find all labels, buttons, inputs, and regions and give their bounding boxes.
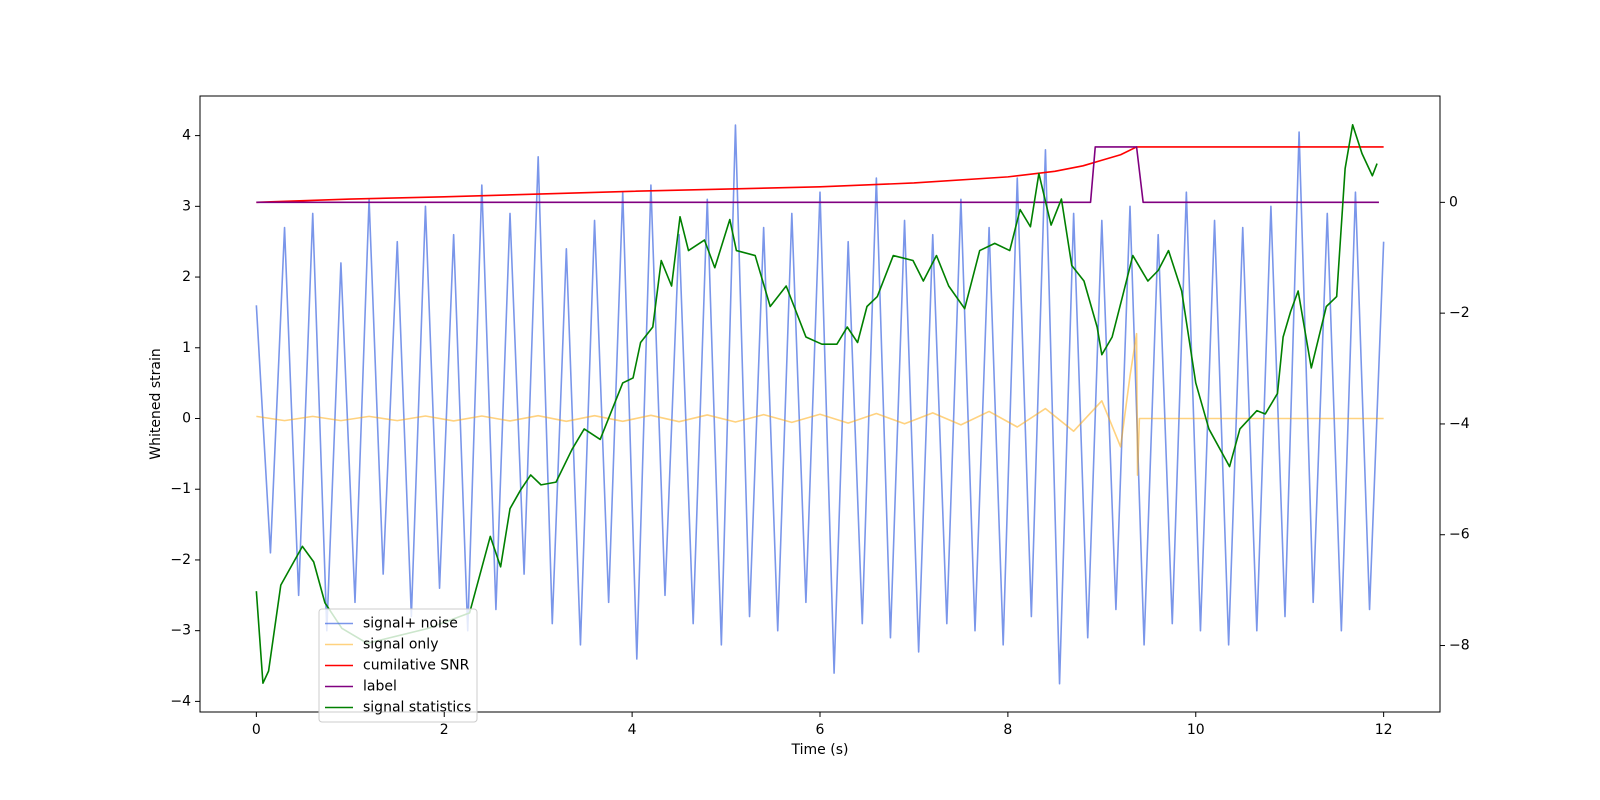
legend-label: label (363, 679, 397, 695)
x-tick-label: 10 (1187, 722, 1205, 738)
x-tick-label: 4 (628, 722, 637, 738)
y-tick-label: 2 (182, 269, 191, 285)
y2-tick-label: −4 (1449, 416, 1470, 432)
y-tick-label: 3 (182, 198, 191, 214)
y2-tick-label: 0 (1449, 194, 1458, 210)
x-axis-label: Time (s) (791, 742, 849, 758)
y-axis-label: Whitened strain (148, 348, 164, 459)
y2-tick-label: −8 (1449, 638, 1470, 654)
y2-tick-label: −2 (1449, 305, 1470, 321)
y-tick-label: −4 (170, 693, 191, 709)
x-tick-label: 8 (1003, 722, 1012, 738)
y2-tick-label: −6 (1449, 527, 1470, 543)
legend: signal+ noise signal only cumilative SNR la… (318, 608, 478, 723)
series-line (256, 146, 1379, 204)
legend-label: signal statistics (363, 700, 471, 716)
x-tick-label: 12 (1375, 722, 1393, 738)
y-tick-label: −2 (170, 552, 191, 568)
y-tick-label: 4 (182, 128, 191, 144)
legend-label: signal+ noise (363, 616, 458, 632)
y-tick-label: 0 (182, 410, 191, 426)
series-line (256, 332, 1384, 476)
y-tick-label: −1 (170, 481, 191, 497)
y-tick-label: 1 (182, 340, 191, 356)
plot-area (255, 124, 1385, 685)
legend-label: cumilative SNR (363, 658, 470, 674)
legend-label: signal only (363, 637, 438, 653)
y-tick-label: −3 (170, 623, 191, 639)
x-tick-label: 0 (252, 722, 261, 738)
x-tick-label: 2 (440, 722, 449, 738)
series-line (255, 124, 1385, 685)
series-line (256, 146, 1384, 204)
legend-box (318, 608, 478, 723)
x-tick-label: 6 (816, 722, 825, 738)
series-line (255, 124, 1378, 684)
